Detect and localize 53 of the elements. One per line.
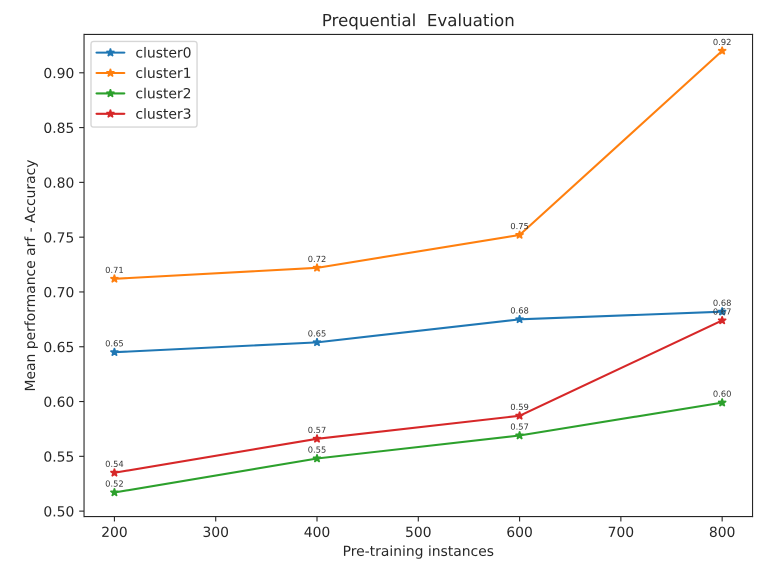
y-axis-title: Mean performance arf - Accuracy bbox=[24, 160, 38, 390]
y-tick-label: 0.60 bbox=[44, 396, 74, 408]
x-tick-label: 400 bbox=[304, 526, 330, 538]
x-tick-label: 500 bbox=[406, 526, 431, 538]
point bbox=[312, 262, 322, 272]
y-tick-label: 0.65 bbox=[44, 342, 74, 352]
data-label: 0.54 bbox=[106, 460, 124, 467]
point bbox=[514, 230, 524, 240]
data-label: 0.55 bbox=[308, 446, 326, 453]
x-tick-label: 300 bbox=[204, 526, 228, 538]
x-tick-label: 700 bbox=[608, 526, 634, 538]
point bbox=[110, 468, 120, 477]
y-tick-label: 0.90 bbox=[44, 68, 74, 78]
x-tick-label: 800 bbox=[710, 526, 734, 538]
point bbox=[110, 488, 120, 497]
point bbox=[110, 347, 120, 356]
point bbox=[110, 274, 120, 283]
point bbox=[717, 316, 727, 325]
point bbox=[312, 434, 322, 443]
data-label: 0.65 bbox=[106, 340, 123, 346]
data-label: 0.92 bbox=[713, 38, 731, 46]
data-label: 0.57 bbox=[308, 426, 326, 434]
data-label: 0.68 bbox=[713, 300, 731, 306]
y-tick-label: 0.80 bbox=[44, 177, 74, 188]
data-label: 0.52 bbox=[106, 480, 123, 487]
point bbox=[312, 454, 322, 463]
point bbox=[514, 314, 524, 324]
data-label: 0.65 bbox=[308, 330, 326, 337]
data-label: 0.60 bbox=[713, 390, 731, 397]
legend-label: cluster2 bbox=[136, 88, 190, 98]
data-label: 0.75 bbox=[510, 222, 528, 230]
y-tick-label: 0.75 bbox=[44, 232, 74, 243]
data-label: 0.72 bbox=[308, 256, 326, 262]
y-tick-label: 0.85 bbox=[44, 122, 74, 134]
y-tick-label: 0.50 bbox=[44, 506, 74, 517]
x-tick-label: 600 bbox=[507, 526, 532, 538]
point bbox=[514, 410, 524, 420]
legend-label: cluster3 bbox=[136, 108, 190, 119]
data-label: 0.71 bbox=[106, 266, 123, 274]
data-label: 0.68 bbox=[510, 307, 528, 314]
point bbox=[514, 430, 524, 440]
x-axis-title: Pre-training instances bbox=[344, 545, 494, 559]
point bbox=[312, 338, 322, 346]
y-tick-label: 0.70 bbox=[44, 286, 74, 298]
chart-title: Prequential Evaluation bbox=[323, 13, 514, 30]
legend-label: cluster0 bbox=[136, 46, 191, 58]
x-tick-label: 200 bbox=[102, 526, 127, 538]
data-label: 0.57 bbox=[510, 423, 528, 430]
point bbox=[717, 46, 727, 55]
legend-label: cluster1 bbox=[136, 67, 190, 78]
y-tick-label: 0.55 bbox=[44, 451, 74, 462]
point bbox=[717, 398, 727, 407]
data-label: 0.59 bbox=[510, 404, 528, 410]
